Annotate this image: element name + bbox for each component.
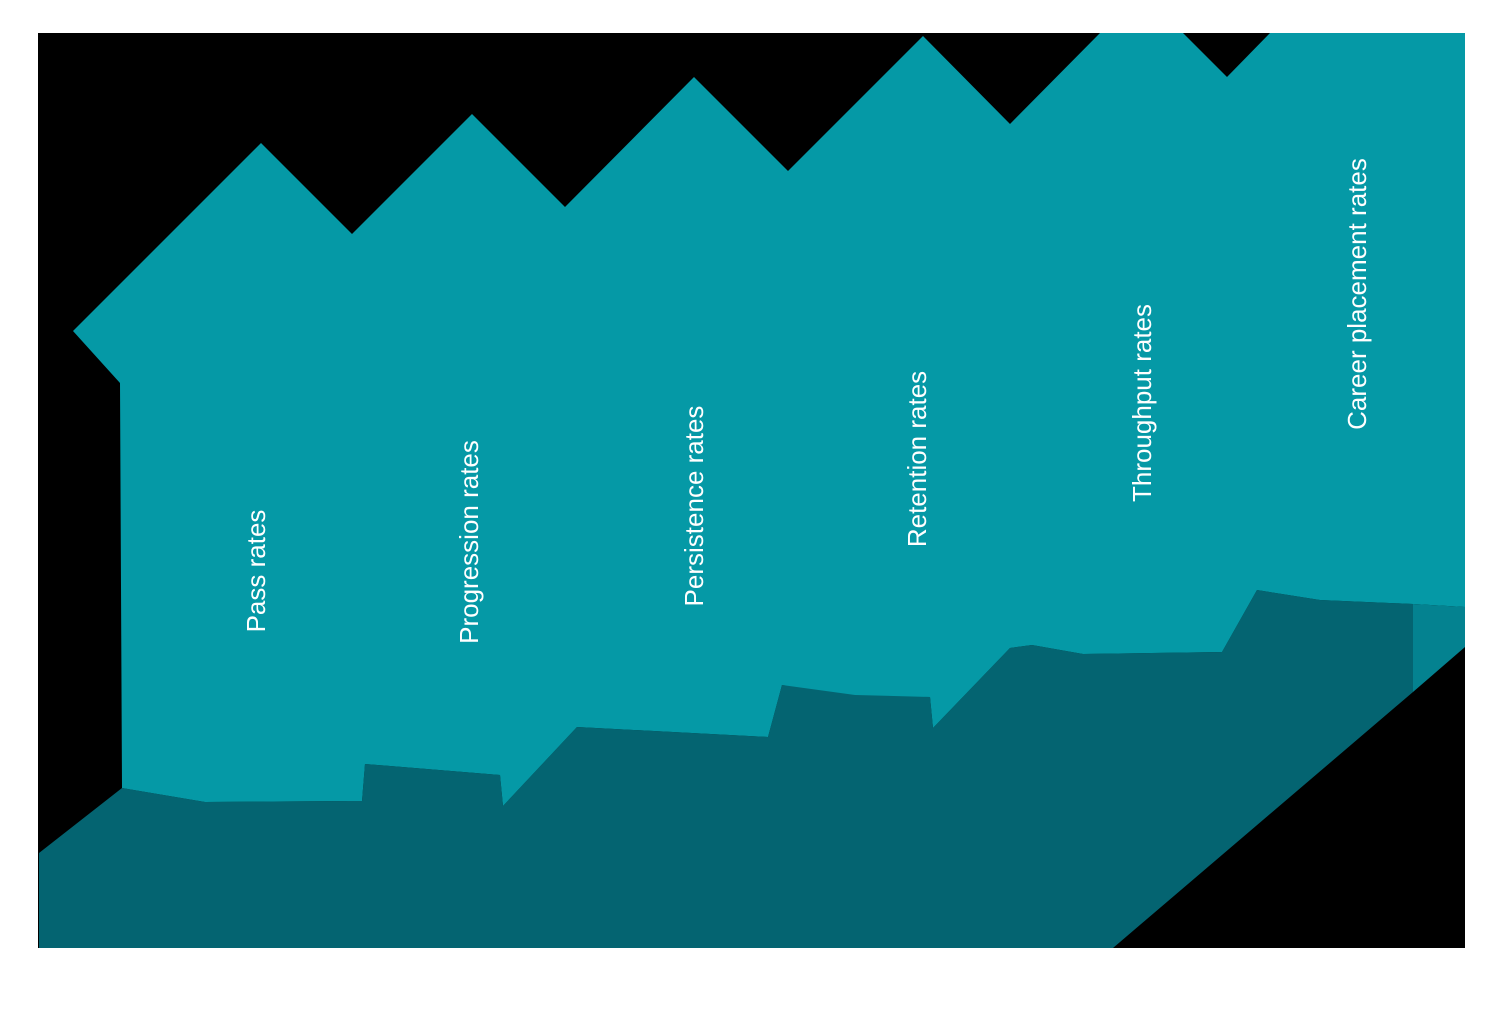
arrows-silhouette xyxy=(73,33,1465,806)
arrow-label-career-placement-rates: Career placement rates xyxy=(1342,158,1372,430)
arrow-label-throughput-rates: Throughput rates xyxy=(1127,304,1157,502)
ground-shadow-light-strip xyxy=(1413,604,1465,692)
arrow-label-progression-rates: Progression rates xyxy=(454,440,484,644)
arrow-label-pass-rates: Pass rates xyxy=(241,510,271,633)
arrow-label-retention-rates: Retention rates xyxy=(902,371,932,547)
ground-shadow xyxy=(39,590,1413,948)
arrow-label-persistence-rates: Persistence rates xyxy=(679,406,709,607)
